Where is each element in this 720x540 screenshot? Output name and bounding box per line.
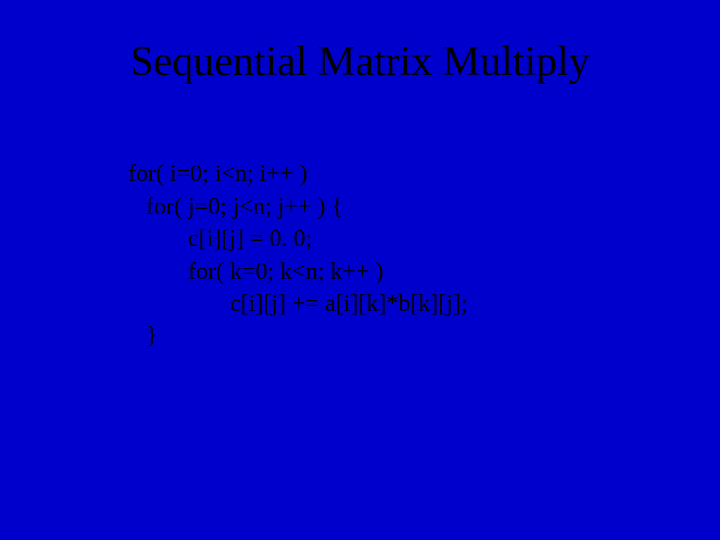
code-line: c[i][j] += a[i][k]*b[k][j]; [128, 291, 468, 317]
code-line: for( i=0; i<n; i++ ) [128, 161, 307, 187]
slide-title: Sequential Matrix Multiply [56, 38, 664, 86]
code-line: c[i][j] = 0. 0; [128, 226, 312, 252]
slide: Sequential Matrix Multiply for( i=0; i<n… [0, 0, 720, 540]
code-block: for( i=0; i<n; i++ ) for( j=0; j<n; j++ … [56, 126, 664, 385]
code-line: } [128, 323, 158, 349]
code-line: for( k=0; k<n; k++ ) [128, 259, 383, 285]
code-line: for( j=0; j<n; j++ ) { [128, 194, 343, 220]
